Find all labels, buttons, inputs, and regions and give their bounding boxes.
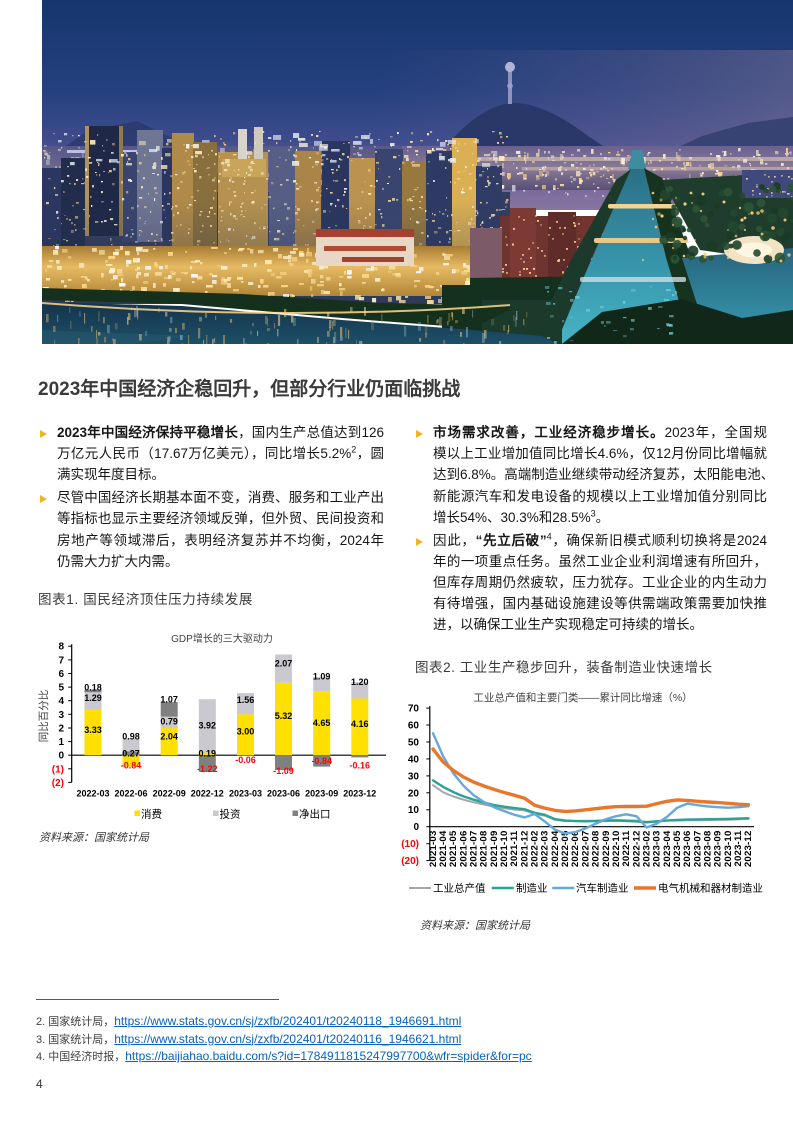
svg-text:2021-04: 2021-04 xyxy=(438,830,449,867)
svg-text:2023-04: 2023-04 xyxy=(662,830,673,867)
svg-text:(20): (20) xyxy=(401,856,419,867)
svg-text:5: 5 xyxy=(58,683,64,694)
svg-text:3.33: 3.33 xyxy=(84,725,102,735)
svg-text:2021-09: 2021-09 xyxy=(489,831,500,868)
svg-text:(2): (2) xyxy=(52,778,64,789)
svg-text:-0.84: -0.84 xyxy=(311,756,332,766)
svg-text:0.19: 0.19 xyxy=(199,748,217,758)
svg-text:20: 20 xyxy=(408,788,420,799)
svg-text:4: 4 xyxy=(58,696,64,707)
svg-text:1.07: 1.07 xyxy=(160,694,178,704)
svg-text:2023-12: 2023-12 xyxy=(343,789,376,799)
svg-text:2023-12: 2023-12 xyxy=(743,831,754,868)
svg-text:-1.22: -1.22 xyxy=(197,764,218,774)
svg-text:2023-02: 2023-02 xyxy=(642,831,653,868)
svg-text:0.27: 0.27 xyxy=(122,748,140,758)
svg-text:2021-05: 2021-05 xyxy=(448,830,459,867)
svg-text:2: 2 xyxy=(58,724,64,735)
svg-text:制造业: 制造业 xyxy=(516,882,548,895)
svg-text:2023-06: 2023-06 xyxy=(267,789,300,799)
svg-text:2022-12: 2022-12 xyxy=(191,789,224,799)
svg-text:2023-03: 2023-03 xyxy=(652,831,663,868)
svg-text:70: 70 xyxy=(408,704,420,715)
svg-text:2022-09: 2022-09 xyxy=(153,789,186,799)
svg-text:2023-08: 2023-08 xyxy=(703,830,714,867)
svg-text:1.56: 1.56 xyxy=(237,695,255,705)
svg-text:2022-04: 2022-04 xyxy=(550,830,561,867)
svg-text:5.32: 5.32 xyxy=(275,711,293,721)
svg-text:GDP增长的三大驱动力: GDP增长的三大驱动力 xyxy=(171,632,273,645)
svg-text:2.04: 2.04 xyxy=(160,731,178,741)
svg-text:1.09: 1.09 xyxy=(313,671,331,681)
svg-text:2023-06: 2023-06 xyxy=(682,831,693,868)
svg-text:3.92: 3.92 xyxy=(199,720,217,730)
svg-text:2021-08: 2021-08 xyxy=(479,830,490,867)
svg-text:60: 60 xyxy=(408,721,420,732)
svg-text:-1.09: -1.09 xyxy=(273,766,294,776)
svg-text:2022-05: 2022-05 xyxy=(560,830,571,867)
svg-text:-0.06: -0.06 xyxy=(235,755,256,765)
svg-text:2021-11: 2021-11 xyxy=(509,830,520,867)
svg-text:8: 8 xyxy=(58,642,64,653)
svg-text:10: 10 xyxy=(408,805,420,816)
svg-text:2023-10: 2023-10 xyxy=(723,831,734,868)
svg-text:3.00: 3.00 xyxy=(237,726,255,736)
svg-text:2022-11: 2022-11 xyxy=(621,830,632,867)
svg-text:2021-07: 2021-07 xyxy=(469,831,480,868)
svg-text:1.20: 1.20 xyxy=(351,677,369,687)
svg-text:2021-12: 2021-12 xyxy=(519,831,530,868)
svg-text:资料来源：国家统计局: 资料来源：国家统计局 xyxy=(420,919,531,932)
svg-text:电气机械和器材制造业: 电气机械和器材制造业 xyxy=(658,882,763,895)
svg-text:净出口: 净出口 xyxy=(299,808,331,821)
svg-text:消费: 消费 xyxy=(141,808,162,821)
svg-text:2022-09: 2022-09 xyxy=(601,831,612,868)
svg-text:2022-03: 2022-03 xyxy=(540,831,551,868)
svg-text:工业总产值和主要门类——累计同比增速（%）: 工业总产值和主要门类——累计同比增速（%） xyxy=(473,691,692,704)
svg-text:2.07: 2.07 xyxy=(275,658,293,668)
svg-text:2023-11: 2023-11 xyxy=(733,830,744,867)
svg-text:2022-10: 2022-10 xyxy=(611,831,622,868)
svg-text:-0.16: -0.16 xyxy=(350,760,371,770)
svg-text:2022-06: 2022-06 xyxy=(570,831,581,868)
svg-text:2023-09: 2023-09 xyxy=(713,831,724,868)
svg-text:2022-06: 2022-06 xyxy=(114,789,147,799)
svg-text:0.79: 0.79 xyxy=(160,716,178,726)
svg-text:-0.84: -0.84 xyxy=(121,760,142,770)
svg-text:2021-06: 2021-06 xyxy=(458,831,469,868)
svg-text:1: 1 xyxy=(58,737,64,748)
svg-text:7: 7 xyxy=(58,655,64,666)
svg-text:0: 0 xyxy=(58,751,64,762)
svg-text:2023-03: 2023-03 xyxy=(229,789,262,799)
svg-text:2022-03: 2022-03 xyxy=(76,789,109,799)
svg-text:(1): (1) xyxy=(52,764,64,775)
svg-text:同比百分比: 同比百分比 xyxy=(37,690,50,743)
svg-text:30: 30 xyxy=(408,771,420,782)
svg-text:2022-07: 2022-07 xyxy=(580,831,591,868)
svg-text:0.98: 0.98 xyxy=(122,731,140,741)
svg-text:6: 6 xyxy=(58,669,64,680)
svg-text:0: 0 xyxy=(413,822,419,833)
svg-text:汽车制造业: 汽车制造业 xyxy=(576,882,629,895)
svg-text:4.65: 4.65 xyxy=(313,718,331,728)
svg-text:2023-07: 2023-07 xyxy=(692,831,703,868)
svg-text:(10): (10) xyxy=(401,839,419,850)
svg-text:0.18: 0.18 xyxy=(84,682,102,692)
svg-text:资料来源：国家统计局: 资料来源：国家统计局 xyxy=(39,831,150,844)
svg-text:工业总产值: 工业总产值 xyxy=(433,882,486,895)
svg-text:2022-12: 2022-12 xyxy=(631,831,642,868)
svg-text:2022-08: 2022-08 xyxy=(591,830,602,867)
svg-text:2022-02: 2022-02 xyxy=(530,831,541,868)
svg-text:2023-05: 2023-05 xyxy=(672,830,683,867)
svg-text:40: 40 xyxy=(408,754,420,765)
svg-text:投资: 投资 xyxy=(220,808,241,821)
svg-text:4.16: 4.16 xyxy=(351,719,369,729)
svg-text:2021-03: 2021-03 xyxy=(428,831,439,868)
svg-text:2021-10: 2021-10 xyxy=(499,831,510,868)
svg-text:2023-09: 2023-09 xyxy=(305,789,338,799)
svg-text:3: 3 xyxy=(58,710,64,721)
svg-text:1.29: 1.29 xyxy=(84,693,102,703)
svg-text:50: 50 xyxy=(408,738,420,749)
